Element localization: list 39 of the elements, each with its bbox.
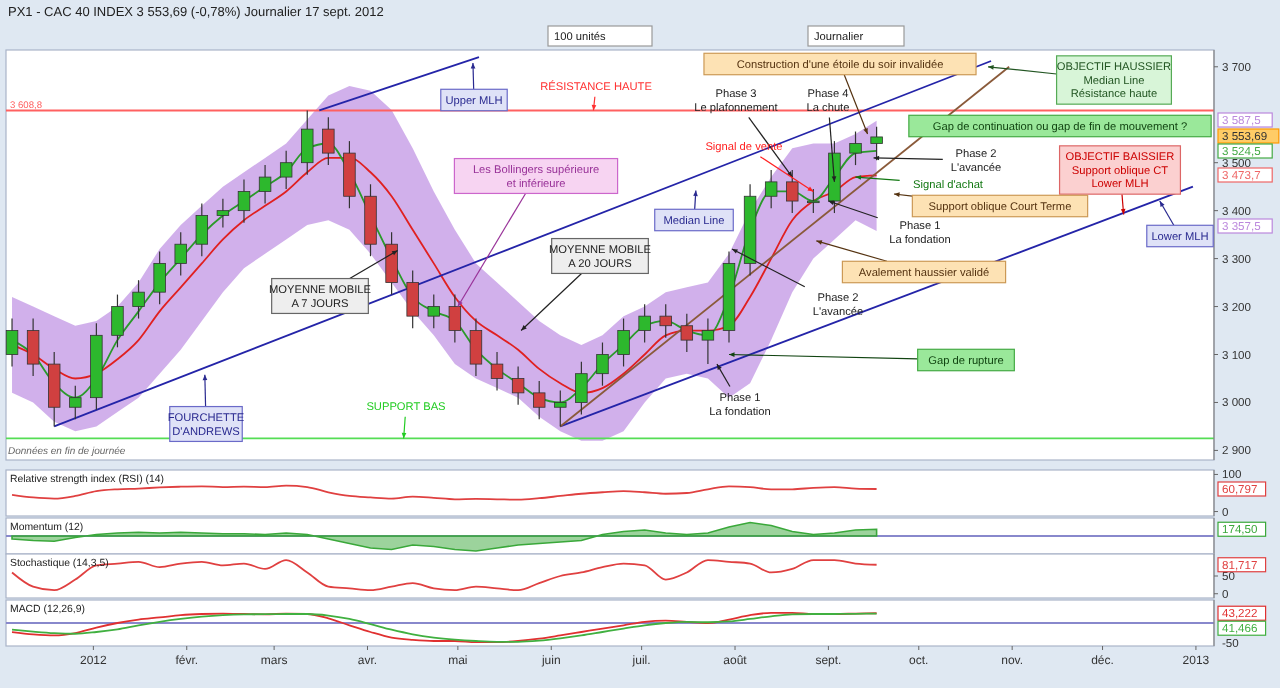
candlestick: [427, 293, 440, 329]
candlestick: [406, 269, 419, 329]
candlestick: [680, 313, 694, 353]
candlestick: [301, 109, 314, 176]
candlestick: [807, 188, 820, 214]
candlestick: [596, 341, 609, 387]
line-series: [11, 559, 878, 592]
candlestick: [533, 380, 546, 420]
candlestick: [554, 389, 567, 428]
candlestick: [764, 169, 778, 209]
candlestick: [279, 150, 293, 190]
candlestick: [5, 317, 19, 368]
candlestick: [322, 116, 335, 166]
candlestick: [490, 351, 504, 392]
candlestick: [174, 231, 187, 276]
candlestick: [132, 279, 145, 320]
candlestick: [195, 202, 209, 257]
candlestick: [48, 351, 61, 428]
candlestick: [364, 183, 377, 257]
candlestick: [385, 231, 398, 296]
candlestick: [659, 303, 672, 339]
candlestick: [343, 140, 356, 209]
line-series: [11, 484, 878, 501]
candlestick: [448, 293, 462, 344]
candlestick: [870, 126, 883, 161]
candlestick: [638, 303, 651, 344]
candlestick: [111, 293, 124, 348]
candlestick: [575, 361, 588, 416]
candlestick: [617, 317, 630, 368]
candlestick: [26, 317, 40, 377]
candlestick: [216, 198, 230, 229]
candlestick: [69, 385, 82, 420]
candlestick: [153, 250, 166, 305]
candlestick: [237, 178, 251, 224]
candlestick: [511, 365, 525, 406]
candlestick: [469, 317, 483, 377]
candlestick: [849, 130, 862, 166]
candlestick: [258, 164, 272, 205]
candlestick: [701, 317, 715, 365]
